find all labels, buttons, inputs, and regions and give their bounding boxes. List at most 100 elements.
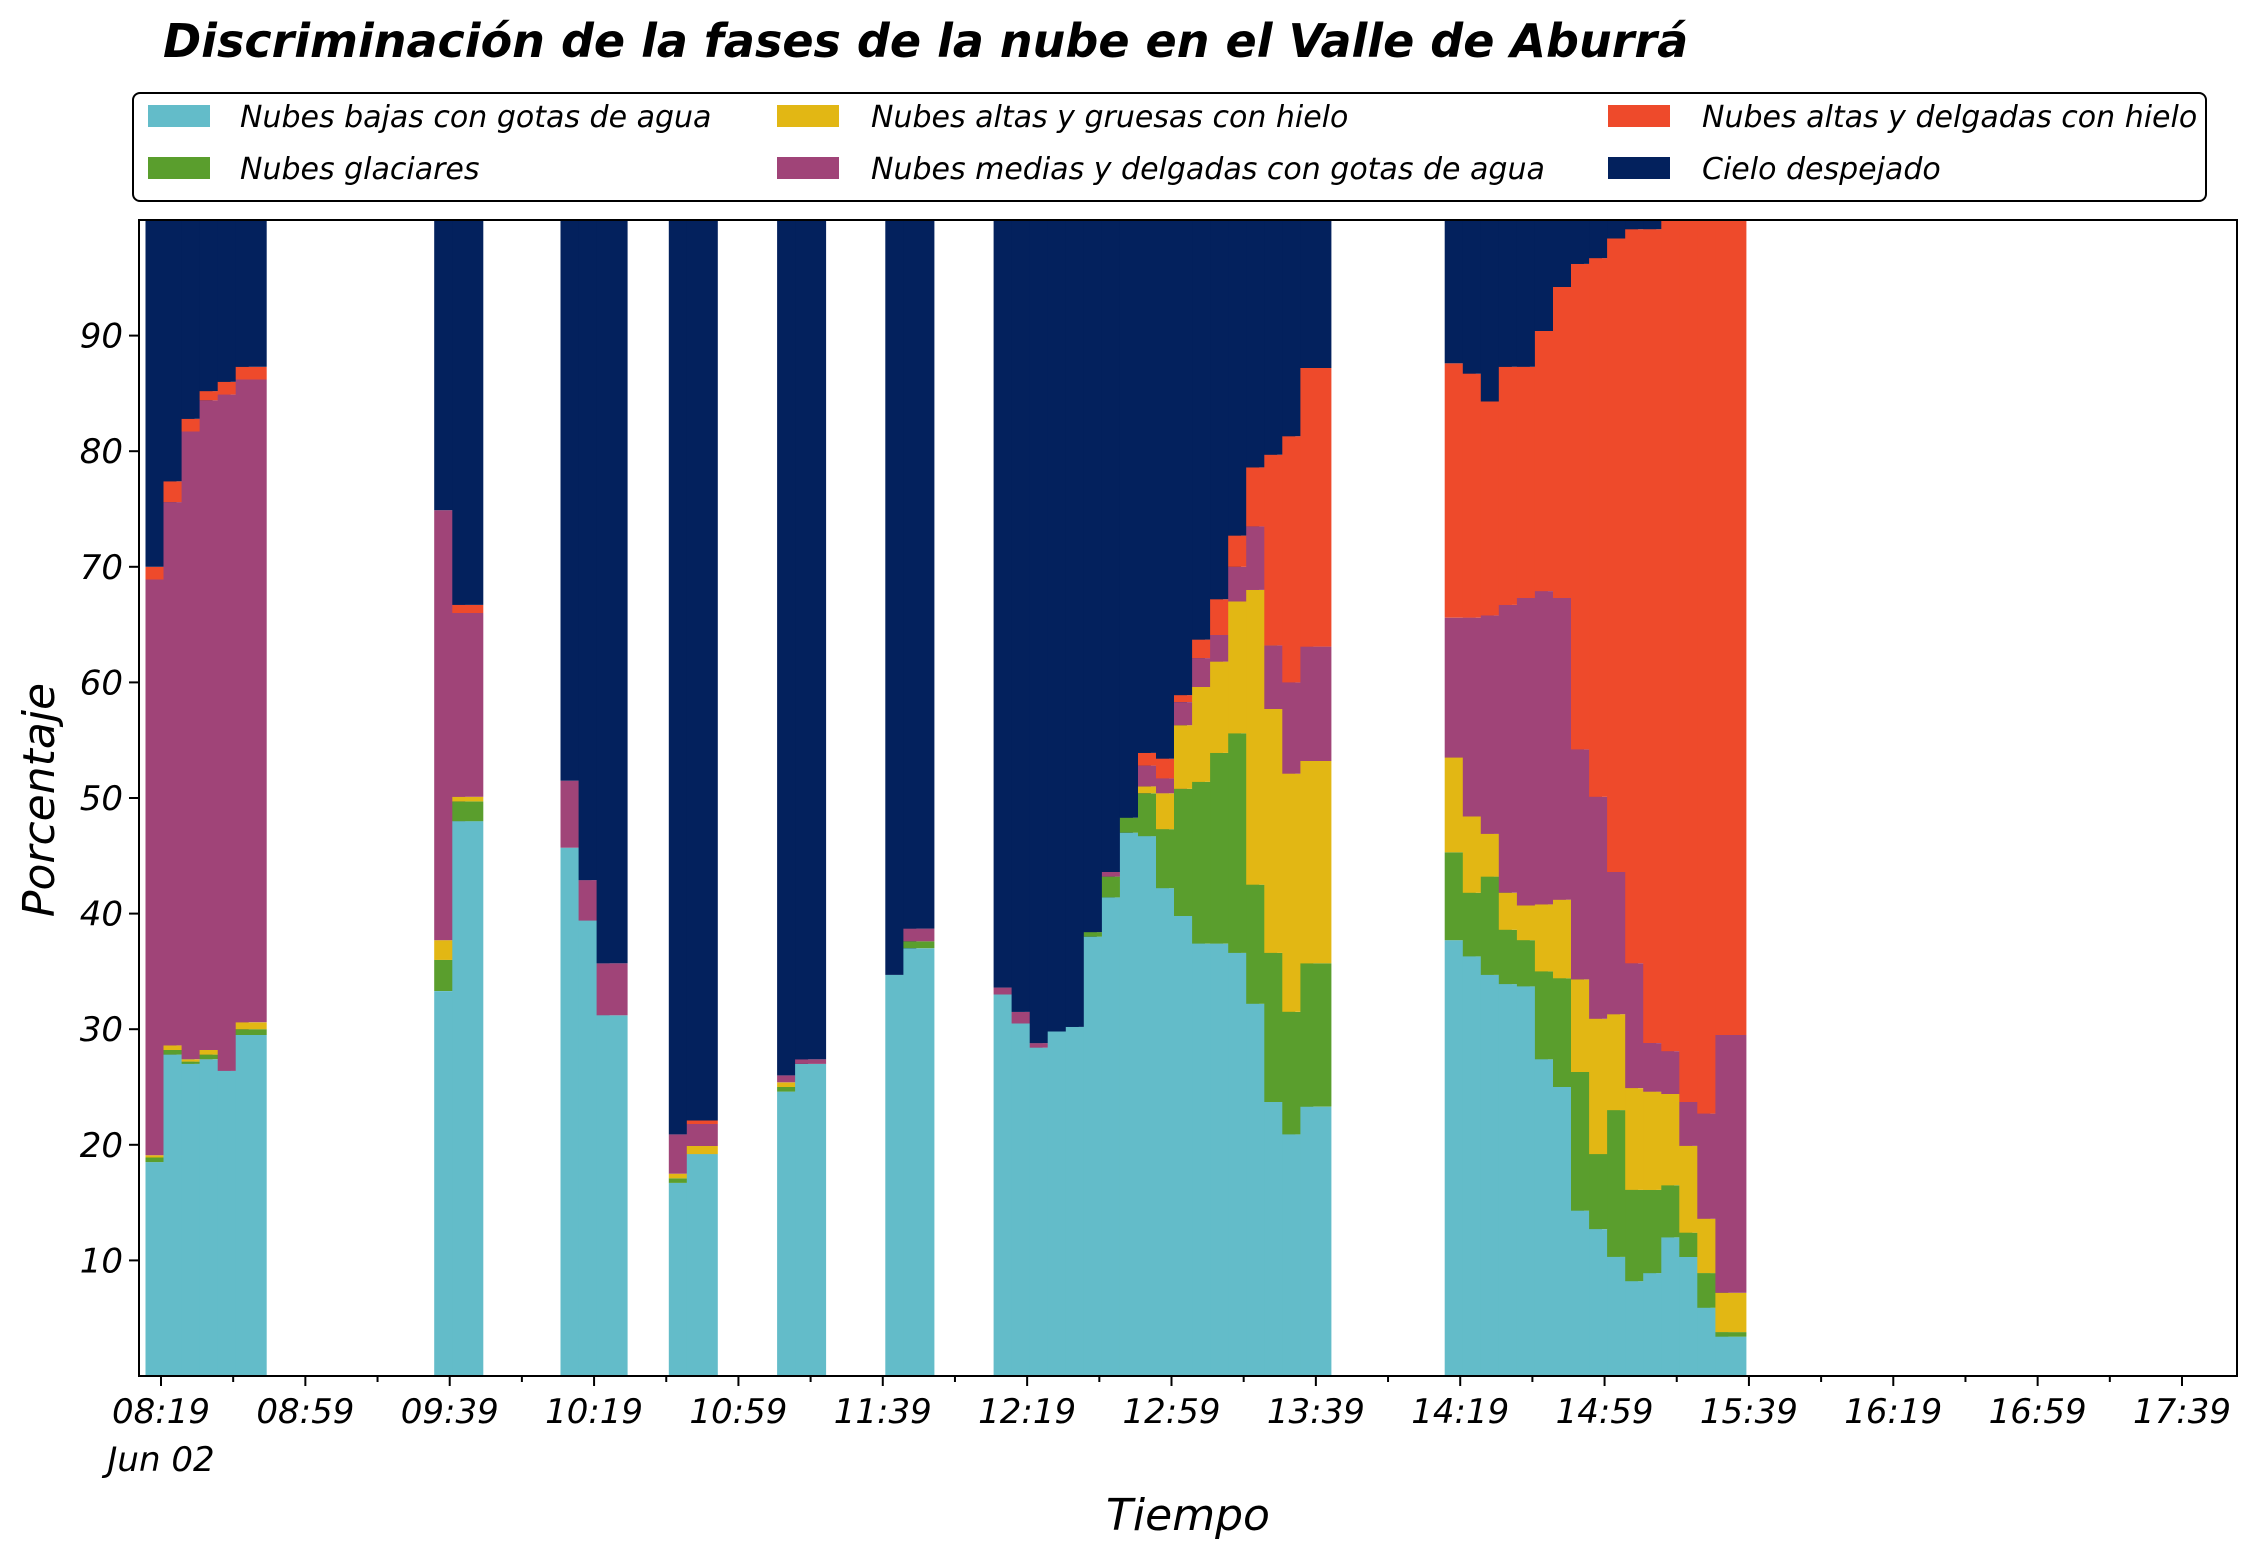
bar-segment-alta_gruesa bbox=[777, 1082, 809, 1087]
bar-segment-baja bbox=[795, 1063, 827, 1376]
legend-box bbox=[132, 92, 2207, 202]
bar-segment-media bbox=[235, 379, 267, 1023]
bar-segment-media bbox=[1715, 1035, 1747, 1293]
x-tick-label: 11:39 bbox=[834, 1392, 932, 1432]
x-tick-label: 08:59 bbox=[256, 1392, 354, 1432]
bar-segment-media bbox=[795, 1059, 827, 1064]
y-tick-label: 60 bbox=[80, 663, 123, 703]
bar-segment-media bbox=[777, 1075, 809, 1083]
x-tick-label: 08:19 bbox=[112, 1392, 210, 1432]
bar-segment-baja bbox=[596, 1015, 628, 1376]
x-axis: 08:19 08:59 09:39 10:19 10:59 11:39 12:19 12:59… bbox=[112, 1376, 2231, 1432]
legend-swatch-0 bbox=[148, 105, 210, 127]
bar-segment-media bbox=[452, 613, 484, 797]
bar-segment-media bbox=[903, 928, 935, 942]
bar-segment-alta_delgada bbox=[235, 366, 267, 380]
legend-swatch-4 bbox=[777, 157, 839, 179]
x-tick-sublabel: Jun 02 bbox=[101, 1440, 214, 1480]
bar-segment-despejado bbox=[1625, 220, 1657, 230]
legend-label-1: Nubes altas y gruesas con hielo bbox=[871, 100, 1348, 135]
y-tick-label: 40 bbox=[80, 895, 123, 935]
x-tick-label: 12:19 bbox=[978, 1392, 1076, 1432]
x-tick-label: 14:59 bbox=[1556, 1392, 1654, 1432]
bar-segment-glaciar bbox=[199, 1054, 231, 1060]
bar-segment-glaciar bbox=[145, 1157, 177, 1163]
bar-segment-media bbox=[993, 987, 1025, 995]
legend-swatch-3 bbox=[148, 157, 210, 179]
bar-group bbox=[1715, 220, 1747, 1376]
bar-segment-alta_delgada bbox=[199, 391, 231, 401]
bar-group bbox=[686, 220, 718, 1376]
x-tick-label: 12:59 bbox=[1123, 1392, 1221, 1432]
bar-group bbox=[1300, 220, 1332, 1376]
bar-segment-media bbox=[1101, 872, 1133, 877]
bar-segment-alta_gruesa bbox=[452, 796, 484, 802]
bar-segment-alta_gruesa bbox=[235, 1022, 267, 1030]
y-tick-label: 70 bbox=[80, 548, 123, 588]
bar-segment-media bbox=[596, 963, 628, 1016]
bar-segment-alta_gruesa bbox=[199, 1050, 231, 1055]
bar-group bbox=[596, 220, 628, 1376]
x-tick-label: 09:39 bbox=[401, 1392, 499, 1432]
bar-segment-media bbox=[1029, 1043, 1061, 1048]
legend-swatch-2 bbox=[1608, 105, 1670, 127]
bar-segment-glaciar bbox=[181, 1061, 213, 1064]
bar-segment-glaciar bbox=[668, 1178, 700, 1183]
bar-group bbox=[795, 220, 827, 1376]
y-tick-label: 10 bbox=[80, 1241, 123, 1281]
chart-title: Discriminación de la fases de la nube en… bbox=[163, 14, 1688, 68]
bar-segment-alta_delgada bbox=[1300, 368, 1332, 647]
legend-label-3: Nubes glaciares bbox=[240, 152, 480, 187]
bar-segment-media bbox=[686, 1124, 718, 1146]
legend-label-5: Cielo despejado bbox=[1702, 152, 1941, 187]
bar-segment-alta_delgada bbox=[686, 1120, 718, 1124]
y-tick-label: 50 bbox=[80, 779, 123, 819]
legend-label-4: Nubes medias y delgadas con gotas de agu… bbox=[871, 152, 1545, 187]
bar-segment-despejado bbox=[795, 220, 827, 1060]
bar-segment-despejado bbox=[452, 220, 484, 605]
bar-group bbox=[903, 220, 935, 1376]
bar-segment-baja bbox=[452, 821, 484, 1376]
x-tick-label: 13:39 bbox=[1267, 1392, 1365, 1432]
bar-segment-alta_gruesa bbox=[1138, 786, 1169, 794]
bar-segment-baja bbox=[903, 948, 935, 1376]
bar-segment-media bbox=[1300, 646, 1332, 761]
x-tick-label: 16:19 bbox=[1844, 1392, 1942, 1432]
y-tick-label: 90 bbox=[80, 317, 123, 357]
bar-segment-alta_gruesa bbox=[1300, 761, 1332, 964]
bar-segment-alta_gruesa bbox=[1715, 1292, 1747, 1333]
x-tick-label: 10:59 bbox=[689, 1392, 787, 1432]
bar-segment-despejado bbox=[686, 220, 718, 1121]
y-axis-label: Porcentaje bbox=[14, 683, 65, 917]
bar-segment-media bbox=[1011, 1011, 1043, 1024]
bar-segment-despejado bbox=[235, 220, 267, 367]
bar-segment-alta_gruesa bbox=[163, 1045, 195, 1050]
bar-segment-glaciar bbox=[1083, 932, 1115, 937]
y-tick-label: 80 bbox=[80, 432, 123, 472]
bar-segment-alta_gruesa bbox=[145, 1155, 177, 1158]
y-axis: 10 20 30 40 50 60 70 80 90 bbox=[80, 317, 139, 1281]
legend: Nubes bajas con gotas de agua Nubes alta… bbox=[132, 92, 2207, 202]
bar-group bbox=[235, 220, 267, 1376]
x-tick-label: 15:39 bbox=[1700, 1392, 1798, 1432]
bars bbox=[145, 220, 1747, 1376]
x-tick-label: 14:19 bbox=[1411, 1392, 1509, 1432]
bar-segment-glaciar bbox=[452, 801, 484, 822]
x-tick-label: 17:39 bbox=[2133, 1392, 2231, 1432]
bar-segment-despejado bbox=[596, 220, 628, 964]
bar-segment-glaciar bbox=[1300, 963, 1332, 1107]
bar-segment-despejado bbox=[1643, 220, 1675, 230]
bar-segment-glaciar bbox=[777, 1087, 809, 1092]
bar-segment-baja bbox=[235, 1035, 267, 1376]
bar-segment-glaciar bbox=[235, 1029, 267, 1035]
bar-segment-alta_gruesa bbox=[668, 1173, 700, 1179]
bar-segment-baja bbox=[686, 1154, 718, 1376]
bar-segment-alta_delgada bbox=[1715, 220, 1747, 1035]
bar-segment-alta_delgada bbox=[1174, 695, 1205, 702]
y-tick-label: 30 bbox=[80, 1010, 123, 1050]
legend-swatch-1 bbox=[777, 105, 839, 127]
bar-segment-alta_delgada bbox=[452, 604, 484, 613]
bar-segment-glaciar bbox=[903, 941, 935, 949]
x-axis-label: Tiempo bbox=[1106, 1490, 1270, 1541]
